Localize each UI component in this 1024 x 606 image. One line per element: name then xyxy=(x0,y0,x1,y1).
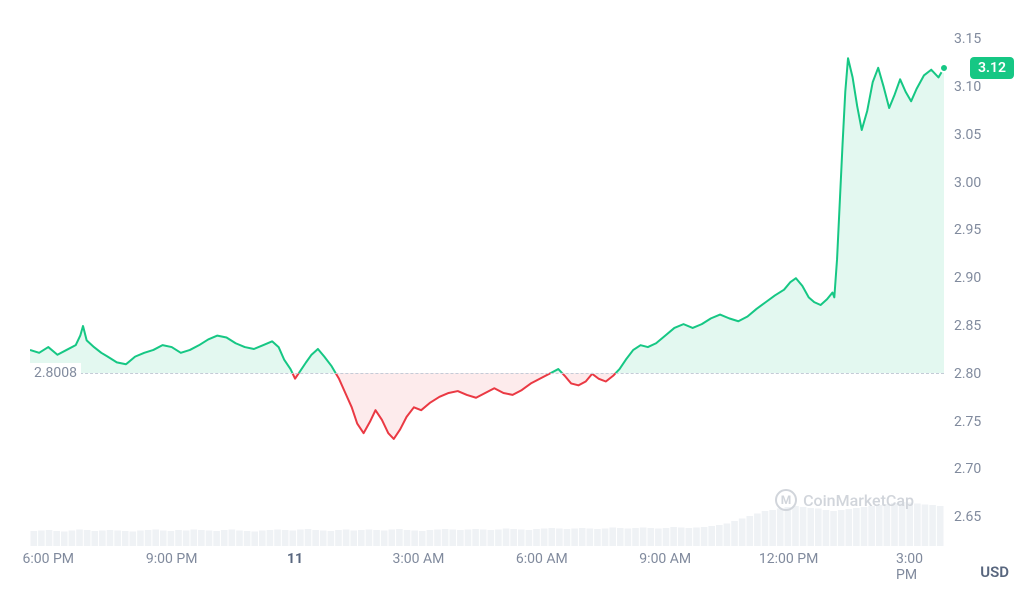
watermark-text: CoinMarketCap xyxy=(803,491,914,510)
x-tick-label: 9:00 AM xyxy=(639,551,691,567)
y-tick-label: 2.75 xyxy=(954,414,981,430)
x-tick-label: 12:00 PM xyxy=(759,551,818,567)
currency-label: USD xyxy=(980,563,1009,581)
x-axis: 6:00 PM9:00 PM113:00 AM6:00 AM9:00 AM12:… xyxy=(30,551,944,581)
x-tick-label: 6:00 PM xyxy=(23,551,75,567)
x-tick-label: 9:00 PM xyxy=(146,551,198,567)
y-tick-label: 3.15 xyxy=(954,31,981,47)
x-tick-label: 6:00 AM xyxy=(516,551,568,567)
watermark-icon: M xyxy=(775,489,797,511)
y-tick-label: 2.70 xyxy=(954,461,981,477)
y-tick-label: 3.05 xyxy=(954,127,981,143)
y-tick-label: 2.85 xyxy=(954,318,981,334)
y-tick-label: 2.80 xyxy=(954,366,981,382)
current-price-dot xyxy=(939,63,949,73)
x-tick-label: 3:00 AM xyxy=(393,551,445,567)
baseline-label: 2.8008 xyxy=(30,363,81,383)
y-axis: 2.65 2.70 2.75 2.80 2.85 2.90 2.95 3.00 3.05 3.10… xyxy=(954,20,1014,546)
watermark: M CoinMarketCap xyxy=(775,489,914,511)
x-tick-label: 3:00 PM xyxy=(896,551,928,583)
y-tick-label: 3.00 xyxy=(954,175,981,191)
y-tick-label: 3.10 xyxy=(954,79,981,95)
y-tick-label: 2.90 xyxy=(954,270,981,286)
y-tick-label: 2.65 xyxy=(954,509,981,525)
y-tick-label: 2.95 xyxy=(954,222,981,238)
price-chart[interactable] xyxy=(30,20,944,546)
x-tick-label: 11 xyxy=(287,551,303,567)
baseline-line xyxy=(30,373,944,374)
chart-svg xyxy=(30,20,944,546)
